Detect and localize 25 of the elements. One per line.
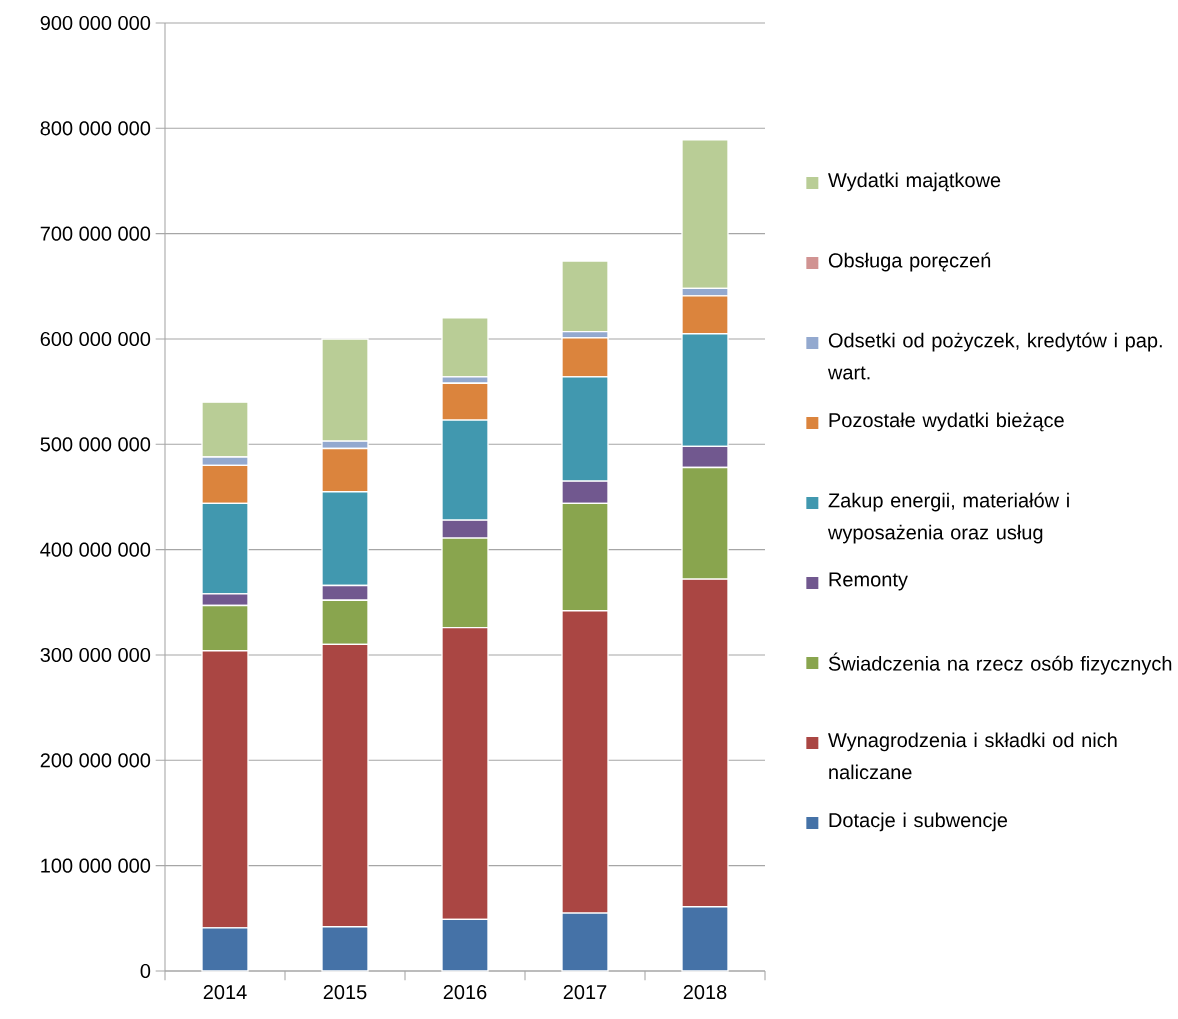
y-tick-label: 500 000 000 <box>40 437 151 452</box>
legend-label: Remonty <box>829 572 908 591</box>
x-tick-label: 2017 <box>563 985 607 1000</box>
y-tick-label: 200 000 000 <box>40 753 151 768</box>
legend-label: Wynagrodzenia i składki od nich naliczane <box>828 732 1117 780</box>
legend-label: Pozostałe wydatki bieżące <box>829 412 1064 432</box>
x-tick-label: 2018 <box>683 985 727 1000</box>
legend-label: Dotacje i subwencje <box>829 812 1008 832</box>
legend-label: Zakup energii, materiałów i wyposażenia oraz usług <box>827 492 1069 544</box>
y-tick-label: 0 <box>140 963 151 979</box>
y-tick-label: 100 000 000 <box>41 858 151 873</box>
legend-label: Odsetki od pożyczek, kredytów i pap. wart. <box>827 332 1162 380</box>
legend-label: Świadczenia na rzecz osób fizycznych <box>828 652 1172 675</box>
x-tick-label: 2015 <box>323 985 367 1000</box>
y-tick-label: 300 000 000 <box>40 647 151 663</box>
bar <box>561 260 609 333</box>
y-tick-label: 600 000 000 <box>40 331 151 347</box>
x-tick-label: 2014 <box>203 985 247 1000</box>
y-tick-label: 400 000 000 <box>40 542 151 557</box>
y-tick-label: 900 000 000 <box>40 15 151 31</box>
legend-label: Wydatki majątkowe <box>828 172 1001 192</box>
legend-label: Obsługa poręczeń <box>828 252 991 272</box>
x-tick-label: 2016 <box>443 985 487 1000</box>
y-tick-label: 700 000 000 <box>40 226 151 241</box>
y-tick-label: 800 000 000 <box>40 121 151 136</box>
